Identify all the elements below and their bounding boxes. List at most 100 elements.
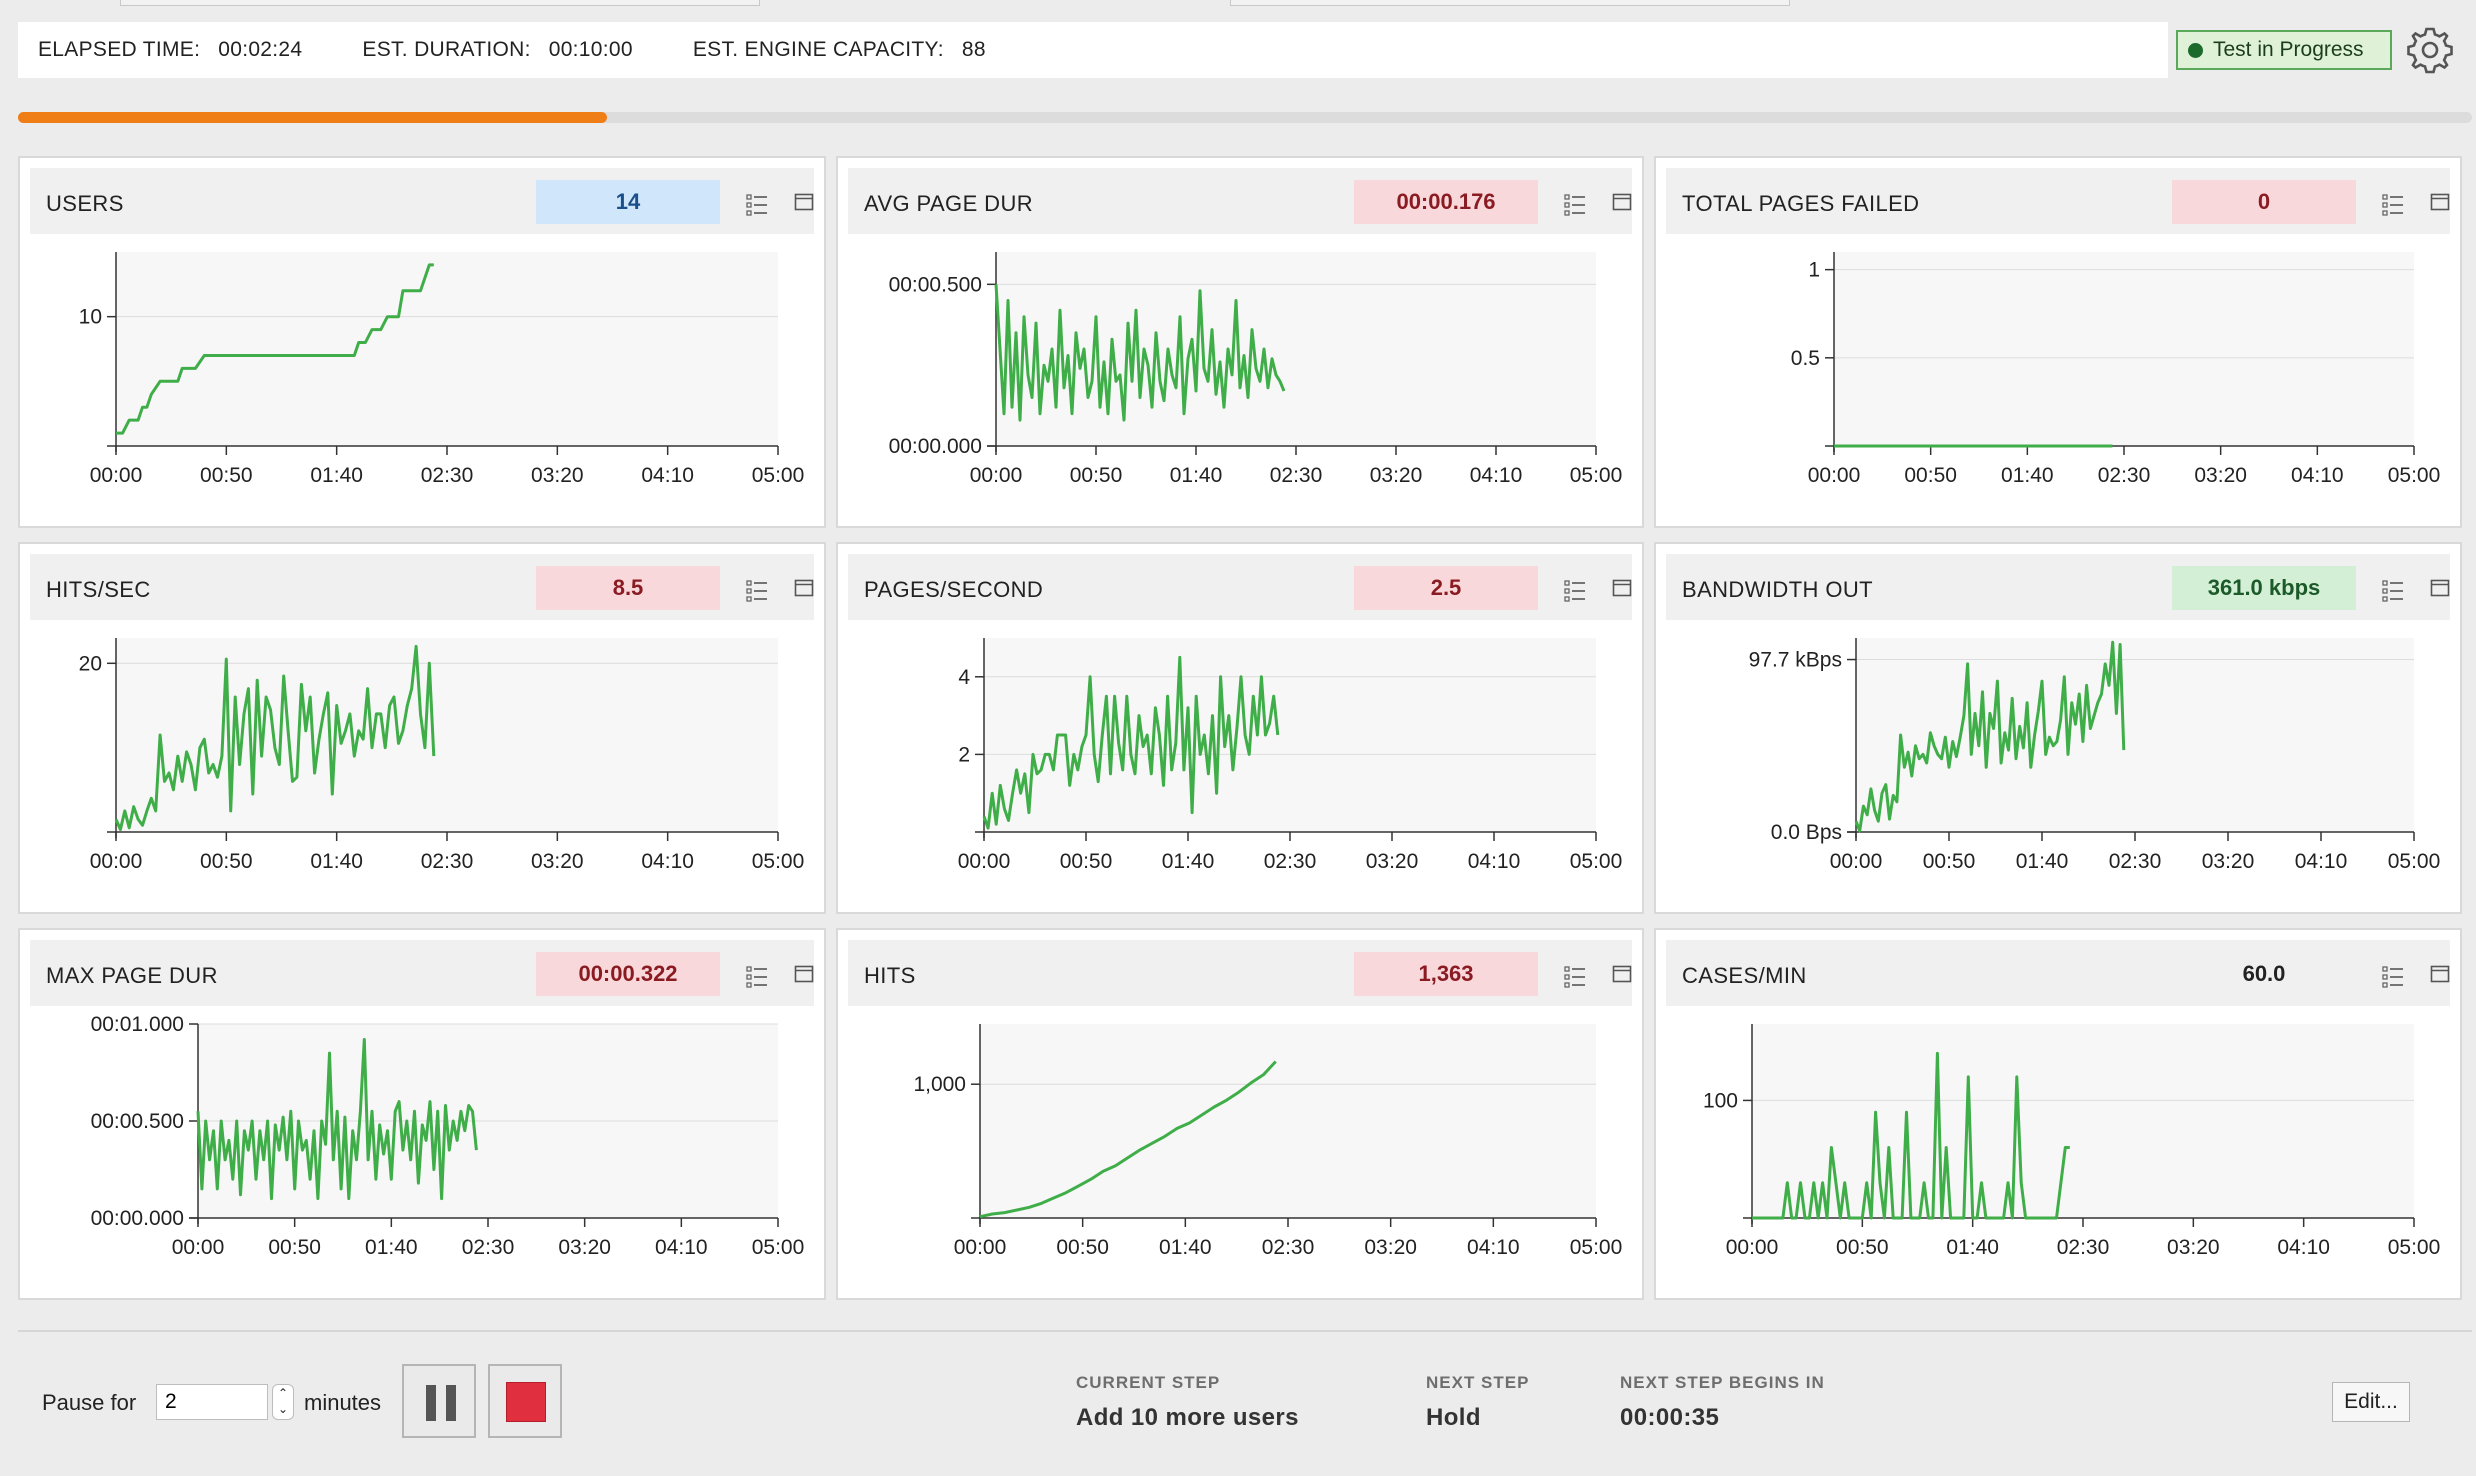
elapsed-time-value: 00:02:24	[218, 38, 303, 61]
window-icon[interactable]	[794, 192, 814, 212]
series-line	[982, 655, 1280, 830]
panel-title: TOTAL PAGES FAILED	[1682, 191, 1920, 216]
panel-header: TOTAL PAGES FAILED 0	[1666, 168, 2450, 234]
pause-minutes-stepper[interactable]: ⌃ ⌄	[272, 1384, 294, 1420]
edit-button[interactable]: Edit...	[2332, 1382, 2410, 1422]
list-icon[interactable]	[1564, 194, 1586, 216]
x-tick-label: 02:30	[2109, 850, 2162, 873]
panel-value-badge: 14	[536, 180, 720, 224]
y-tick-label: 0.5	[1791, 347, 1820, 370]
window-icon[interactable]	[2430, 578, 2450, 598]
list-icon[interactable]	[746, 580, 768, 602]
next-step-value: Hold	[1426, 1404, 1481, 1431]
x-tick-label: 04:10	[655, 1236, 708, 1259]
panel-hits-sec: HITS/SEC 8.5 20 00:00 00:50 01:40 02:30 03:20 04…	[18, 542, 826, 914]
est-duration: EST. DURATION: 00:10:00	[362, 38, 633, 61]
elapsed-time: ELAPSED TIME: 00:02:24	[38, 38, 303, 61]
series-line	[1854, 640, 2126, 833]
x-tick-label: 00:50	[1923, 850, 1976, 873]
y-tick-label: 20	[79, 652, 102, 675]
list-icon[interactable]	[1564, 580, 1586, 602]
plot-area	[1752, 1024, 2414, 1218]
panel-value-badge: 00:00.322	[536, 952, 720, 996]
panel-title: MAX PAGE DUR	[46, 963, 218, 988]
y-tick-label: 4	[958, 666, 970, 689]
list-icon[interactable]	[2382, 580, 2404, 602]
pause-button[interactable]	[402, 1364, 476, 1438]
x-tick-label: 00:00	[90, 464, 143, 487]
x-tick-label: 02:30	[1262, 1236, 1315, 1259]
test-state-badge: Test in Progress	[2176, 30, 2392, 70]
list-icon[interactable]	[746, 194, 768, 216]
x-tick-label: 05:00	[1570, 464, 1623, 487]
panel-value-badge: 361.0 kbps	[2172, 566, 2356, 610]
window-icon[interactable]	[794, 578, 814, 598]
y-tick-label: 97.7 kBps	[1749, 649, 1842, 672]
panel-total-pages-failed: TOTAL PAGES FAILED 0 1 0.5 00:00 00:50 01:40 02…	[1654, 156, 2462, 528]
x-tick-label: 03:20	[1370, 464, 1423, 487]
plot-area	[984, 638, 1596, 832]
line-chart: 20 00:00 00:50 01:40 02:30 03:20 04:10 05:00	[79, 638, 805, 873]
window-icon[interactable]	[2430, 964, 2450, 984]
gear-icon[interactable]	[2404, 24, 2456, 76]
stepper-down-icon[interactable]: ⌄	[277, 1402, 289, 1416]
stepper-up-icon[interactable]: ⌃	[277, 1386, 289, 1400]
series-line	[196, 1038, 478, 1201]
next-step-begins-value: 00:00:35	[1620, 1404, 1720, 1431]
series-line	[116, 263, 434, 435]
window-icon[interactable]	[1612, 192, 1632, 212]
list-icon[interactable]	[1564, 966, 1586, 988]
window-icon[interactable]	[1612, 578, 1632, 598]
y-tick-label: 10	[79, 306, 102, 329]
panel-title: HITS	[864, 963, 916, 988]
list-icon[interactable]	[2382, 966, 2404, 988]
panel-header: MAX PAGE DUR 00:00.322	[30, 940, 814, 1006]
series-line	[994, 284, 1286, 422]
y-tick-label: 1,000	[913, 1073, 966, 1096]
y-tick-label: 1	[1808, 259, 1820, 282]
x-tick-label: 05:00	[2388, 850, 2441, 873]
x-tick-label: 04:10	[2295, 850, 2348, 873]
x-tick-label: 02:30	[2057, 1236, 2110, 1259]
x-tick-label: 01:40	[310, 850, 363, 873]
x-tick-label: 01:40	[2016, 850, 2069, 873]
list-icon[interactable]	[746, 966, 768, 988]
panel-value-badge: 2.5	[1354, 566, 1538, 610]
x-tick-label: 05:00	[2388, 464, 2441, 487]
plot-area	[1834, 252, 2414, 446]
x-tick-label: 00:00	[90, 850, 143, 873]
panel-header: CASES/MIN 60.0	[1666, 940, 2450, 1006]
test-status-bar: ELAPSED TIME: 00:02:24 EST. DURATION: 00:1…	[18, 22, 2168, 78]
stop-button[interactable]	[488, 1364, 562, 1438]
x-tick-label: 02:30	[421, 464, 474, 487]
x-tick-label: 03:20	[2167, 1236, 2220, 1259]
current-step-value: Add 10 more users	[1076, 1404, 1299, 1431]
x-tick-label: 05:00	[752, 1236, 805, 1259]
window-icon[interactable]	[794, 964, 814, 984]
x-tick-label: 01:40	[365, 1236, 418, 1259]
pause-minutes-input[interactable]	[156, 1384, 268, 1420]
panel-value-badge: 8.5	[536, 566, 720, 610]
window-icon[interactable]	[2430, 192, 2450, 212]
line-chart: 10 00:00 00:50 01:40 02:30 03:20 04:10 05:00	[79, 252, 804, 487]
panel-title: HITS/SEC	[46, 577, 151, 602]
tab-segment	[120, 0, 760, 6]
panel-header: BANDWIDTH OUT 361.0 kbps	[1666, 554, 2450, 620]
x-tick-label: 01:40	[1946, 1236, 1999, 1259]
x-tick-label: 00:00	[1830, 850, 1883, 873]
engine-capacity-value: 88	[961, 38, 986, 61]
panel-header: USERS 14	[30, 168, 814, 234]
top-tab-strip	[0, 0, 2476, 6]
panel-value-badge: 00:00.176	[1354, 180, 1538, 224]
x-tick-label: 00:50	[1904, 464, 1957, 487]
panel-avg-page-dur: AVG PAGE DUR 00:00.176 00:00.500 00:00.000 0…	[836, 156, 1644, 528]
line-chart: 1 0.5 00:00 00:50 01:40 02:30 03:20 04:10 05:00	[1791, 252, 2441, 487]
panel-users: USERS 14 10 00:00 00:50 01:40 02:30 03:20 04:10 0…	[18, 156, 826, 528]
x-tick-label: 05:00	[752, 850, 805, 873]
x-tick-label: 00:50	[200, 464, 253, 487]
x-tick-label: 01:40	[1159, 1236, 1212, 1259]
list-icon[interactable]	[2382, 194, 2404, 216]
test-state-label: Test in Progress	[2213, 38, 2364, 61]
panel-hits: HITS 1,363 1,000 00:00 00:50 01:40 02:30 03:20 0…	[836, 928, 1644, 1300]
window-icon[interactable]	[1612, 964, 1632, 984]
